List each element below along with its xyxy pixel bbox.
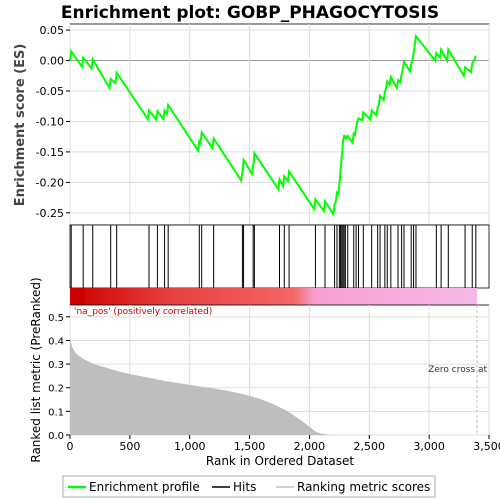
metric-tick-label: 0.1: [48, 407, 64, 418]
enrichment-profile-line: [69, 33, 477, 217]
hits-panel: [69, 224, 490, 289]
es-tick-label: -0.15: [36, 146, 64, 159]
x-tick-label: 3,500: [473, 440, 500, 453]
legend-hits-label: Hits: [233, 480, 256, 494]
x-tick-label: 3,000: [413, 440, 445, 453]
legend: Enrichment profile Hits Ranking metric s…: [62, 475, 436, 498]
x-tick-label: 0: [67, 440, 74, 453]
es-plot-frame: [69, 23, 490, 226]
es-y-axis-ticks: 0.05 0.00 -0.05 -0.10 -0.15 -0.20 -0.25: [36, 24, 70, 220]
x-tick-label: 1,000: [174, 440, 206, 453]
x-axis-label: Rank in Ordered Dataset: [206, 454, 354, 468]
legend-frame: [62, 475, 436, 498]
metric-tick-label: 0.3: [48, 360, 64, 371]
legend-metric-label: Ranking metric scores: [297, 480, 430, 494]
metric-y-axis-label: Ranked list metric (PreRanked): [29, 277, 43, 462]
chart-title: Enrichment plot: GOBP_PHAGOCYTOSIS: [61, 3, 439, 23]
metric-tick-label: 0.2: [48, 384, 64, 395]
metric-tick-label: 0.5: [48, 313, 64, 324]
es-y-axis-label: Enrichment score (ES): [13, 44, 28, 207]
x-tick-label: 500: [119, 440, 140, 453]
positive-correlation-label: 'na_pos' (positively correlated): [74, 307, 212, 317]
colorbar-fill: [70, 288, 478, 305]
es-tick-label: -0.10: [36, 115, 64, 128]
metric-tick-label: 0.4: [48, 336, 64, 347]
es-tick-label: 0.00: [40, 55, 65, 68]
ranked-metric-area: [70, 338, 478, 435]
colorbar-strong-positive: [70, 288, 85, 305]
ranked-metric-panel: 0.0 0.1 0.2 0.3 0.4 0.5 'na_pos' (positively …: [29, 277, 500, 468]
es-tick-label: -0.20: [36, 176, 64, 189]
x-axis-ticks: 0 500 1,000 1,500 2,000 2,500 3,000 3,500: [67, 435, 500, 453]
x-tick-label: 1,500: [234, 440, 266, 453]
es-tick-label: -0.05: [36, 85, 64, 98]
x-tick-label: 2,000: [294, 440, 326, 453]
es-tick-label: -0.25: [36, 207, 64, 220]
zero-cross-label: Zero cross at: [428, 365, 487, 375]
hit-markers: [70, 225, 477, 288]
legend-profile-label: Enrichment profile: [89, 480, 200, 494]
metric-tick-label: 0.0: [48, 431, 64, 442]
es-tick-label: 0.05: [40, 24, 65, 37]
enrichment-score-panel: 0.05 0.00 -0.05 -0.10 -0.15 -0.20 -0.25 Enrich…: [13, 23, 490, 226]
x-tick-label: 2,500: [354, 440, 386, 453]
metric-y-axis-ticks: 0.0 0.1 0.2 0.3 0.4 0.5: [48, 313, 70, 442]
ranking-color-bar: [70, 288, 478, 305]
